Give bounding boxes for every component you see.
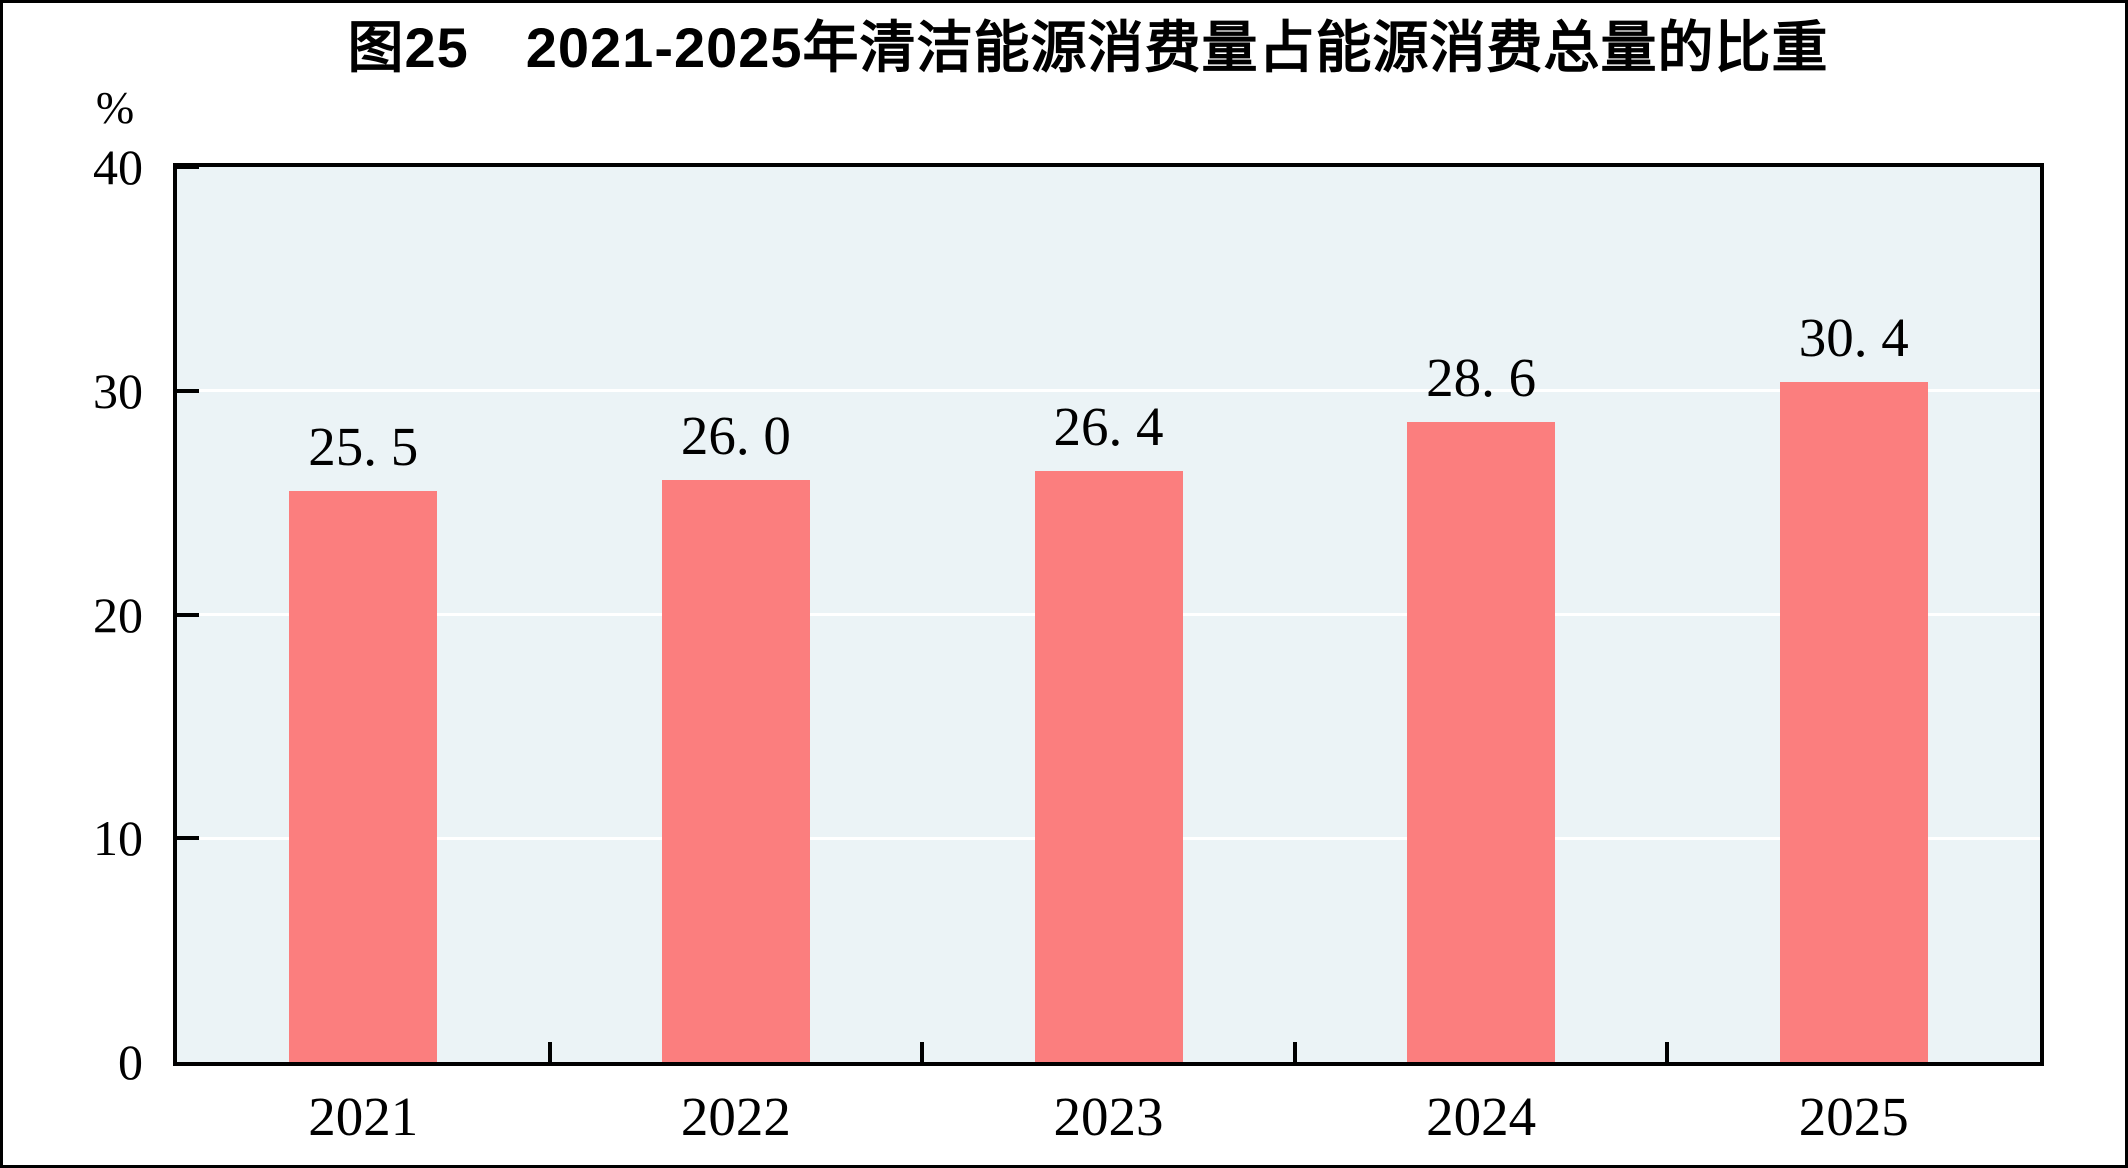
bar-value-label-2024: 28. 6 <box>1426 347 1537 409</box>
x-axis-tick-label-2023: 2023 <box>1053 1086 1164 1147</box>
x-axis-tick-label-2021: 2021 <box>308 1086 419 1147</box>
y-axis-tick-40 <box>177 165 199 169</box>
bar-value-label-2023: 26. 4 <box>1053 396 1164 458</box>
y-axis-tick-label-20: 20 <box>93 586 143 643</box>
bar-2022 <box>661 480 810 1062</box>
y-axis-unit-label: % <box>95 82 135 133</box>
bar-2025 <box>1779 381 1928 1062</box>
bar-value-label-2025: 30. 4 <box>1798 306 1909 368</box>
y-axis-tick-20 <box>177 612 199 617</box>
bar-value-label-2022: 26. 0 <box>680 405 791 467</box>
bar-value-label-2021: 25. 5 <box>308 416 419 478</box>
bar-2021 <box>289 491 438 1062</box>
y-axis-tick-label-10: 10 <box>93 810 143 867</box>
gridline-30 <box>177 389 2040 393</box>
x-axis-tick-label-2025: 2025 <box>1798 1086 1909 1147</box>
bar-2024 <box>1407 422 1556 1062</box>
x-axis-tick-label-2022: 2022 <box>680 1086 791 1147</box>
x-axis-tick-3 <box>1292 1042 1297 1062</box>
bar-2023 <box>1034 471 1183 1062</box>
y-axis-tick-30 <box>177 388 199 393</box>
x-axis-tick-label-2024: 2024 <box>1426 1086 1537 1147</box>
y-axis-tick-label-30: 30 <box>93 362 143 419</box>
x-axis-tick-2 <box>920 1042 925 1062</box>
y-axis-tick-label-40: 40 <box>93 139 143 195</box>
y-axis-tick-label-0: 0 <box>118 1034 143 1090</box>
x-axis-tick-1 <box>547 1042 552 1062</box>
x-axis-tick-4 <box>1665 1042 1670 1062</box>
plot-area <box>173 163 2044 1066</box>
chart-title: 图25 2021-2025年清洁能源消费量占能源消费总量的比重 <box>347 16 1829 79</box>
y-axis-tick-10 <box>177 836 199 841</box>
